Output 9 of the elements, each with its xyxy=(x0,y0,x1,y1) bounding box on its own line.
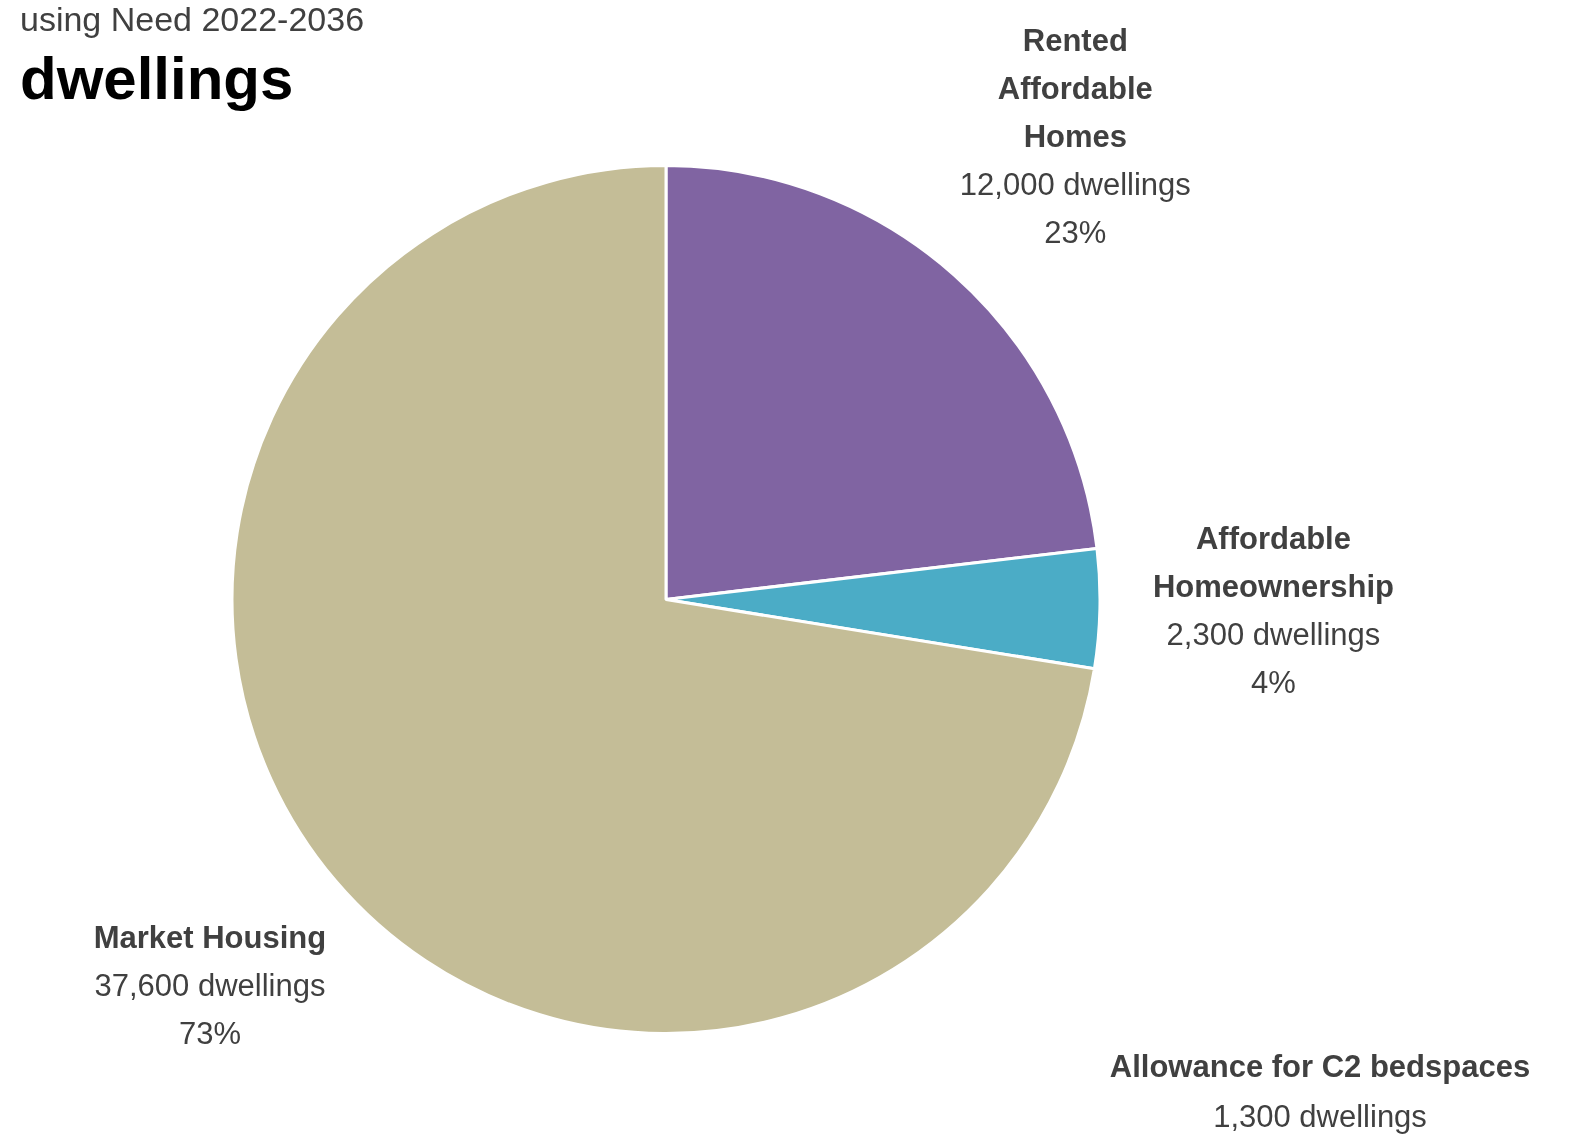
slice-label: Rented Affordable Homes xyxy=(997,23,1153,155)
text: Allowance for C2 bedspaces 1,300 dwellings xyxy=(1109,1048,1531,1134)
data-label: 2,300 dwellings 4% xyxy=(1166,616,1381,700)
slice-label: Affordable Homeownership xyxy=(1152,520,1395,604)
chart-title: dwellings xyxy=(20,44,294,112)
chart-subtitle: using Need 2022-2036 xyxy=(20,0,365,39)
data-label: 37,600 dwellings 73% xyxy=(94,968,326,1052)
data-label: 12,000 dwellings 23% xyxy=(959,167,1191,251)
slice-label: Market Housing xyxy=(93,920,327,956)
